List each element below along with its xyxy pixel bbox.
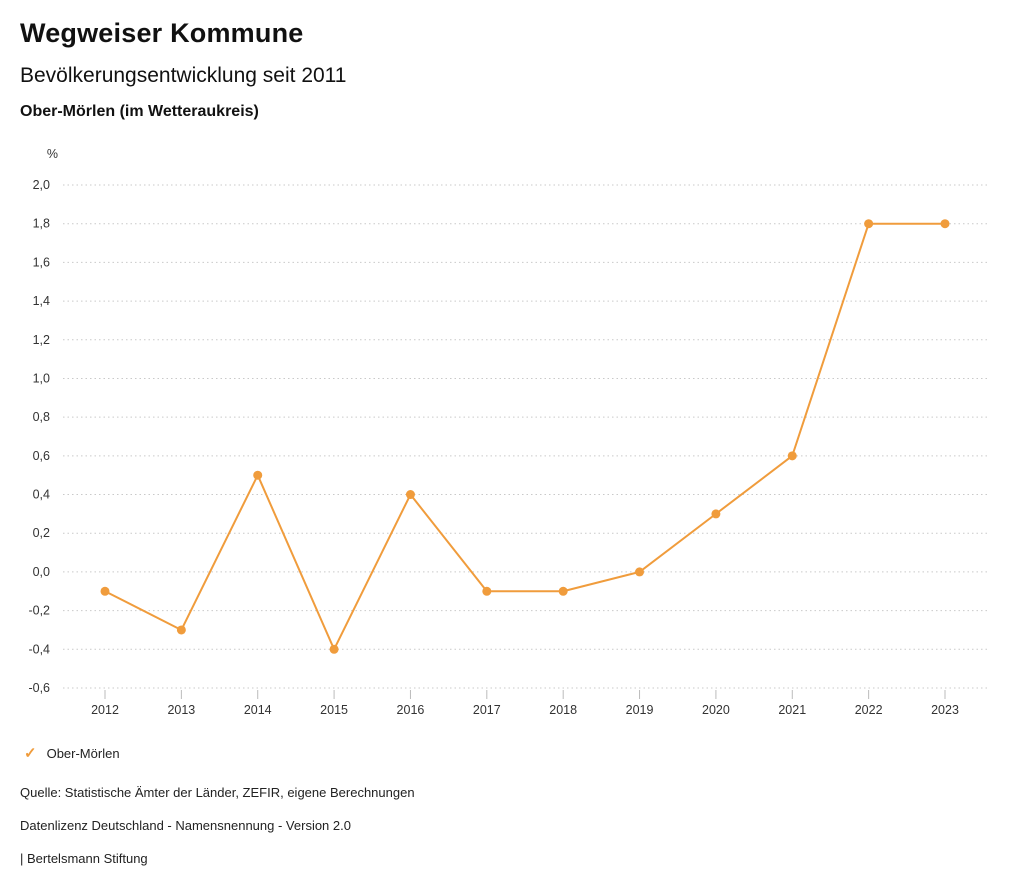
x-tick-label: 2020 — [702, 703, 730, 717]
data-point — [100, 586, 110, 596]
y-tick-label: 0,4 — [33, 488, 50, 502]
source-text: Quelle: Statistische Ämter der Länder, Z… — [20, 785, 415, 800]
y-tick-label: 0,6 — [33, 449, 50, 463]
x-tick-label: 2017 — [473, 703, 501, 717]
population-line-chart: % 2,0 1,8 1,6 1,4 1,2 1,0 0,8 0,6 0,4 0,2 0,0 -0,2 -0… — [28, 147, 990, 717]
y-tick-label: 0,0 — [33, 565, 50, 579]
chart-area: % 2,0 1,8 1,6 1,4 1,2 1,0 0,8 0,6 0,4 0,2 0,0 -0,2 -0… — [0, 140, 1024, 732]
footer: Quelle: Statistische Ämter der Länder, Z… — [20, 785, 415, 884]
y-tick-label: 2,0 — [33, 178, 50, 192]
x-tick-label: 2018 — [549, 703, 577, 717]
y-tick-label: 1,8 — [33, 217, 50, 231]
data-point — [940, 219, 950, 229]
y-tick-label: 1,0 — [33, 371, 50, 385]
data-point — [787, 451, 797, 461]
x-tick-label: 2016 — [397, 703, 425, 717]
legend: ✓ Ober-Mörlen — [24, 746, 120, 761]
data-point — [635, 567, 645, 577]
x-tick-label: 2015 — [320, 703, 348, 717]
x-tick-label: 2012 — [91, 703, 119, 717]
data-point — [864, 219, 874, 229]
y-tick-label: 0,8 — [33, 410, 50, 424]
x-tick-label: 2023 — [931, 703, 959, 717]
x-tick-label: 2019 — [626, 703, 654, 717]
region-subtitle: Ober-Mörlen (im Wetteraukreis) — [20, 103, 259, 120]
y-tick-label: 0,2 — [33, 526, 50, 540]
license-text: Datenlizenz Deutschland - Namensnennung … — [20, 818, 351, 833]
header: Wegweiser Kommune Bevölkerungsentwicklun… — [20, 18, 1004, 121]
y-tick-label: 1,2 — [33, 333, 50, 347]
y-tick-label: -0,2 — [28, 604, 50, 618]
page-title: Wegweiser Kommune — [20, 18, 304, 48]
attribution-text: | Bertelsmann Stiftung — [20, 851, 148, 866]
data-point — [253, 470, 263, 480]
data-point — [405, 490, 415, 500]
series-line — [104, 222, 945, 651]
x-tick-label: 2013 — [167, 703, 195, 717]
legend-check-icon: ✓ — [24, 745, 37, 762]
y-tick-label: -0,4 — [28, 642, 50, 656]
y-tick-label: 1,4 — [33, 294, 50, 308]
chart-title: Bevölkerungsentwicklung seit 2011 — [20, 64, 347, 87]
y-tick-label: -0,6 — [28, 681, 50, 695]
data-point — [711, 509, 721, 519]
y-tick-label: 1,6 — [33, 255, 50, 269]
data-point — [482, 586, 492, 596]
x-tick-label: 2021 — [778, 703, 806, 717]
data-point — [176, 625, 186, 635]
x-tick-label: 2014 — [244, 703, 272, 717]
legend-item-label[interactable]: Ober-Mörlen — [46, 746, 120, 761]
data-point — [558, 586, 568, 596]
y-axis-unit-label: % — [47, 147, 58, 161]
x-tick-label: 2022 — [855, 703, 883, 717]
data-point — [329, 644, 339, 654]
